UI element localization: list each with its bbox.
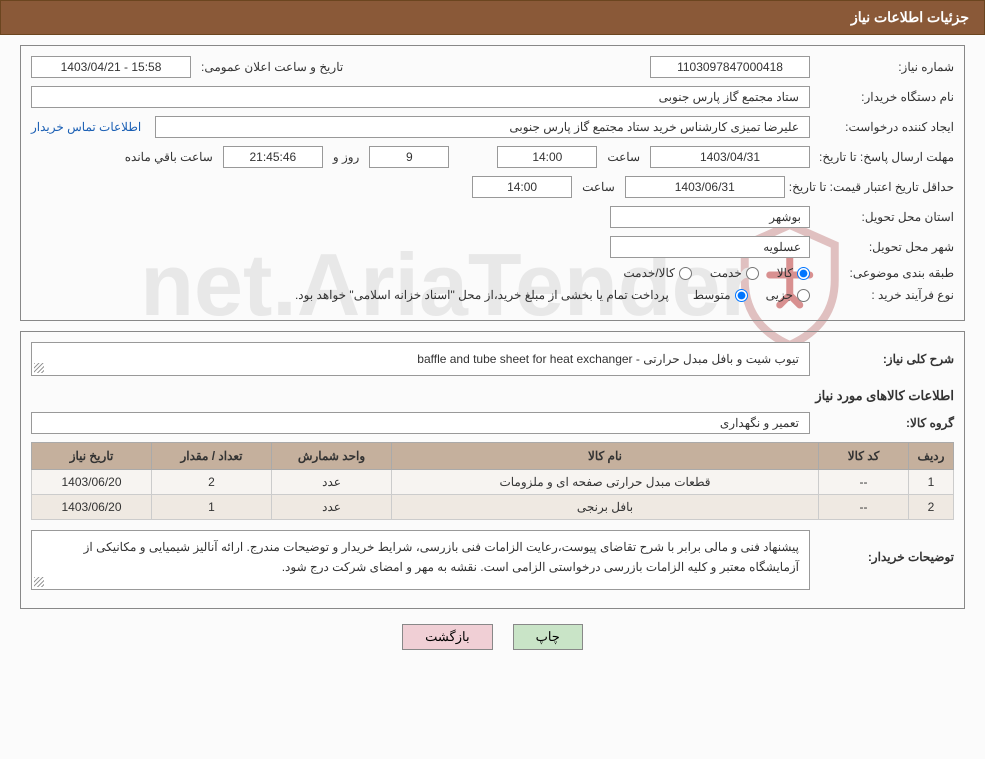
remaining-label: ساعت باقي مانده: [119, 150, 219, 164]
process-option-medium[interactable]: متوسط: [693, 288, 748, 302]
resize-handle-icon: [34, 577, 44, 587]
need-detail-section: شرح کلی نیاز: تیوب شیت و بافل مبدل حرارت…: [20, 331, 965, 609]
reply-date-value: 1403/04/31: [650, 146, 810, 168]
items-title: اطلاعات کالاهای مورد نیاز: [31, 388, 954, 404]
process-label: نوع فرآیند خرید :: [814, 288, 954, 302]
items-table: ردیف کد کالا نام کالا واحد شمارش تعداد /…: [31, 442, 954, 520]
process-option-minor[interactable]: جزیی: [766, 288, 810, 302]
table-header-row: ردیف کد کالا نام کالا واحد شمارش تعداد /…: [32, 443, 954, 470]
announce-value: 15:58 - 1403/04/21: [31, 56, 191, 78]
price-date-value: 1403/06/31: [625, 176, 785, 198]
cell-row: 2: [909, 495, 954, 520]
countdown-value: 21:45:46: [223, 146, 323, 168]
action-buttons: چاپ بازگشت: [0, 624, 985, 650]
reply-deadline-label: مهلت ارسال پاسخ: تا تاریخ:: [814, 149, 954, 166]
city-value: عسلویه: [610, 236, 810, 258]
page-header: جزئیات اطلاعات نیاز: [0, 0, 985, 35]
process-radio-group: جزیی متوسط: [693, 288, 810, 302]
days-and-label: روز و: [327, 150, 366, 164]
page-title: جزئیات اطلاعات نیاز: [851, 9, 969, 25]
category-radio-group: کالا خدمت کالا/خدمت: [623, 266, 810, 280]
desc-value: تیوب شیت و بافل مبدل حرارتی - baffle and…: [31, 342, 810, 376]
cell-code: --: [819, 495, 909, 520]
need-info-section: شماره نیاز: 1103097847000418 تاریخ و ساع…: [20, 45, 965, 321]
cell-qty: 2: [152, 470, 272, 495]
cell-code: --: [819, 470, 909, 495]
cell-name: بافل برنجی: [392, 495, 819, 520]
province-label: استان محل تحویل:: [814, 210, 954, 224]
reply-time-value: 14:00: [497, 146, 597, 168]
category-option-both[interactable]: کالا/خدمت: [623, 266, 691, 280]
col-qty: تعداد / مقدار: [152, 443, 272, 470]
cell-unit: عدد: [272, 470, 392, 495]
announce-label: تاریخ و ساعت اعلان عمومی:: [195, 60, 349, 74]
city-label: شهر محل تحویل:: [814, 240, 954, 254]
cell-unit: عدد: [272, 495, 392, 520]
need-number-label: شماره نیاز:: [814, 60, 954, 74]
cell-date: 1403/06/20: [32, 495, 152, 520]
buyer-contact-link[interactable]: اطلاعات تماس خریدار: [31, 120, 141, 134]
group-label: گروه کالا:: [814, 416, 954, 430]
group-value: تعمیر و نگهداری: [31, 412, 810, 434]
resize-handle-icon: [34, 363, 44, 373]
process-note: پرداخت تمام یا بخشی از مبلغ خرید،از محل …: [295, 288, 669, 302]
requester-value: علیرضا تمیزی کارشناس خرید ستاد مجتمع گاز…: [155, 116, 810, 138]
table-row: 2 -- بافل برنجی عدد 1 1403/06/20: [32, 495, 954, 520]
back-button[interactable]: بازگشت: [402, 624, 492, 650]
buyer-notes-value: پیشنهاد فنی و مالی برابر با شرح تقاضای پ…: [31, 530, 810, 590]
col-unit: واحد شمارش: [272, 443, 392, 470]
col-code: کد کالا: [819, 443, 909, 470]
category-label: طبقه بندی موضوعی:: [814, 266, 954, 280]
category-option-goods[interactable]: کالا: [777, 266, 810, 280]
buyer-notes-label: توضیحات خریدار:: [814, 530, 954, 564]
days-remaining-value: 9: [369, 146, 449, 168]
time-label-2: ساعت: [576, 180, 621, 194]
cell-date: 1403/06/20: [32, 470, 152, 495]
col-name: نام کالا: [392, 443, 819, 470]
requester-label: ایجاد کننده درخواست:: [814, 120, 954, 134]
price-valid-label: حداقل تاریخ اعتبار قیمت: تا تاریخ:: [789, 179, 954, 196]
print-button[interactable]: چاپ: [513, 624, 583, 650]
cell-name: قطعات مبدل حرارتی صفحه ای و ملزومات: [392, 470, 819, 495]
category-option-service[interactable]: خدمت: [710, 266, 759, 280]
buyer-org-value: ستاد مجتمع گاز پارس جنوبی: [31, 86, 810, 108]
buyer-org-label: نام دستگاه خریدار:: [814, 90, 954, 104]
province-value: بوشهر: [610, 206, 810, 228]
desc-label: شرح کلی نیاز:: [814, 352, 954, 366]
price-time-value: 14:00: [472, 176, 572, 198]
col-date: تاریخ نیاز: [32, 443, 152, 470]
time-label-1: ساعت: [601, 150, 646, 164]
cell-qty: 1: [152, 495, 272, 520]
col-row: ردیف: [909, 443, 954, 470]
cell-row: 1: [909, 470, 954, 495]
table-row: 1 -- قطعات مبدل حرارتی صفحه ای و ملزومات…: [32, 470, 954, 495]
need-number-value: 1103097847000418: [650, 56, 810, 78]
